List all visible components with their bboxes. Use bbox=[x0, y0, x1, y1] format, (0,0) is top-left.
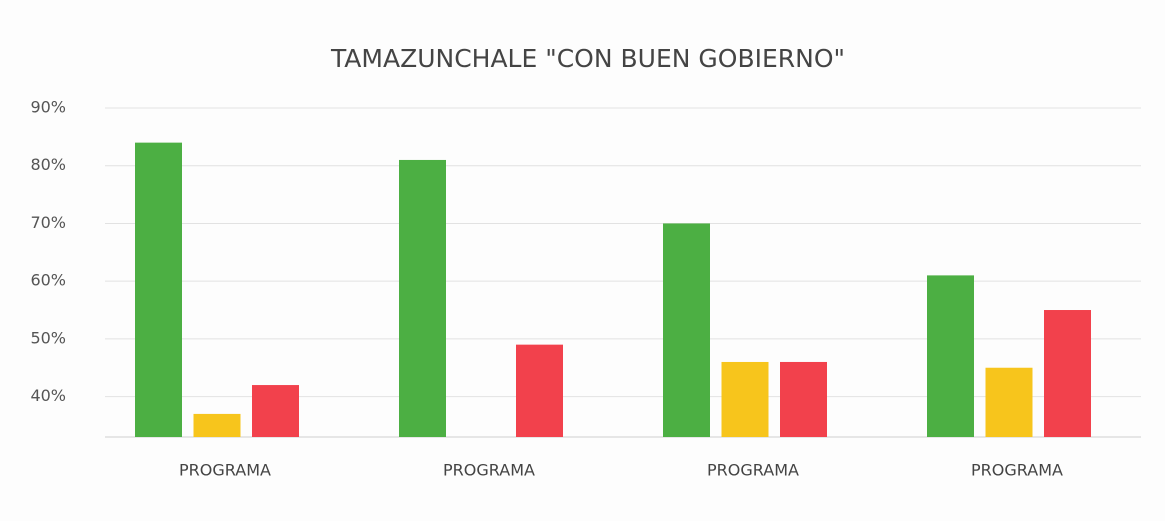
x-tick-label: PROGRAMA bbox=[707, 461, 799, 480]
y-tick-label: 40% bbox=[30, 386, 66, 405]
bar bbox=[516, 344, 563, 437]
y-tick-label: 60% bbox=[30, 271, 66, 290]
y-tick-label: 80% bbox=[30, 155, 66, 174]
bar bbox=[780, 361, 827, 437]
bar bbox=[721, 361, 769, 437]
bar bbox=[927, 275, 974, 437]
x-tick-label: PROGRAMA bbox=[971, 461, 1063, 480]
y-tick-label: 70% bbox=[30, 213, 66, 232]
chart-title: TAMAZUNCHALE "CON BUEN GOBIERNO" bbox=[330, 44, 845, 73]
bar bbox=[193, 413, 241, 437]
x-tick-label: PROGRAMA bbox=[179, 461, 271, 480]
y-tick-label: 90% bbox=[30, 98, 66, 117]
x-tick-label: PROGRAMA bbox=[443, 461, 535, 480]
bar bbox=[985, 367, 1033, 437]
bar bbox=[1044, 310, 1091, 437]
bar bbox=[399, 159, 446, 437]
bar bbox=[252, 385, 299, 437]
bar bbox=[663, 223, 710, 437]
y-tick-label: 50% bbox=[30, 328, 66, 347]
bar bbox=[135, 142, 182, 437]
